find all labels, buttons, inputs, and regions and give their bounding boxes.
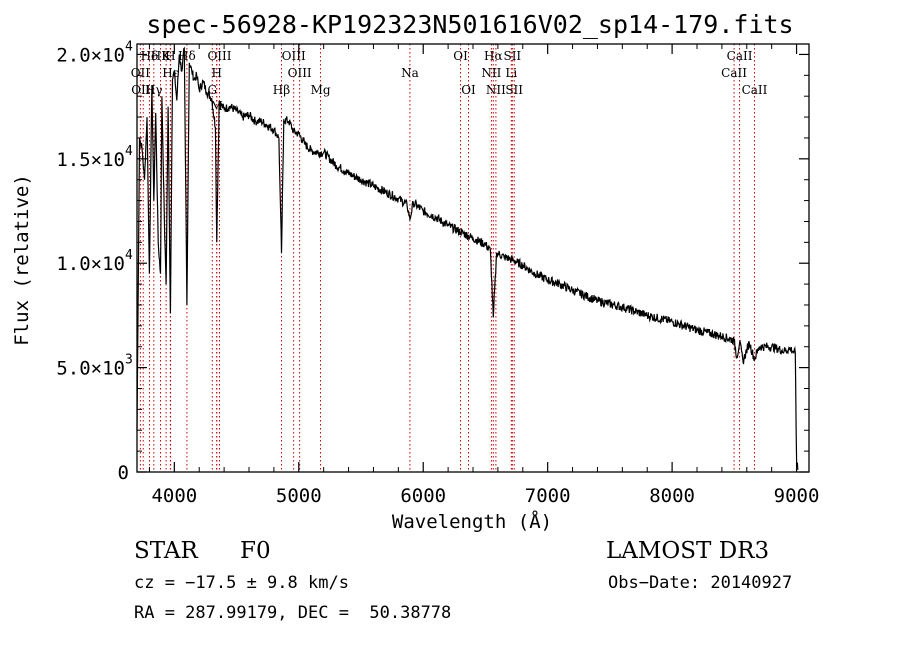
spectral-line-label: Hγ [145,83,163,97]
spectral-line-label: H [165,49,175,63]
y-tick-label: 0 [118,462,129,484]
spectral-line-label: G [207,83,217,97]
x-tick-label: 6000 [400,485,446,507]
spectral-line-label: Hα [484,49,503,63]
flux-series-line [136,46,799,470]
spectral-line-label: Hδ [141,49,159,63]
spectral-line-label: Mg [311,83,331,97]
spectral-lines [139,44,755,472]
chart-title: spec-56928-KP192323N501616V02_sp14-179.f… [146,10,793,39]
x-tick-label: 9000 [774,485,820,507]
y-tick-label: 2.0×10 [56,44,125,66]
spectral-line-label: SII [503,49,521,63]
x-tick-label: 7000 [525,485,571,507]
spectral-line-label: OI [461,83,476,97]
survey-name: LAMOST DR3 [606,538,770,564]
object-class: STAR [134,538,198,564]
spectral-line-label: OIII [207,49,231,63]
spectral-line-label: Na [401,66,419,80]
spectral-line-label: CaII [727,49,753,63]
spectral-line-label: SII [505,83,523,97]
y-tick-exponent: 4 [125,39,133,54]
y-tick-exponent: 4 [125,144,133,159]
x-tick-label: 5000 [276,485,322,507]
x-tick-label: 8000 [649,485,695,507]
spectral-line-label: NII [486,83,506,97]
spectral-line-label: CaII [721,66,747,80]
spectral-line-label: Hβ [273,83,290,97]
spectral-line-label: H [212,66,222,80]
spectral-line-label: Hδ [178,49,196,63]
spectral-line-label: OIII [282,49,306,63]
y-tick-exponent: 3 [125,353,133,368]
y-tick-exponent: 4 [125,248,133,263]
x-tick-label: 4000 [151,485,197,507]
redshift-value: cz = −17.5 ± 9.8 km/s [134,573,349,593]
spectral-line-label: NII [481,66,501,80]
spectral-line-label: Hε [162,66,179,80]
spectral-line-label: K [162,49,172,63]
spectral-line-label: OII [131,66,151,80]
x-axis-label: Wavelength (Å) [392,510,552,533]
obs-date: Obs−Date: 20140927 [608,573,793,593]
spectral-line-label: OI [453,49,468,63]
spectral-line-label: Li [505,66,517,80]
y-axis-ticks: 05.0×10 31.0×10 41.5×10 42.0×10 4 [56,39,809,484]
object-subclass: F0 [240,538,271,564]
coordinates: RA = 287.99179, DEC = 50.38778 [134,603,452,623]
x-axis-ticks: 4000 5000 6000 7000 8000 9000 [148,44,820,507]
y-tick-label: 1.0×10 [56,253,125,275]
spectral-line-label: OIII [288,66,312,80]
spectral-line-label: HK [151,49,171,63]
y-axis-label: Flux (relative) [11,174,33,346]
y-tick-label: 5.0×10 [56,358,125,380]
y-tick-label: 1.5×10 [56,149,125,171]
spectral-line-label: CaII [742,83,768,97]
